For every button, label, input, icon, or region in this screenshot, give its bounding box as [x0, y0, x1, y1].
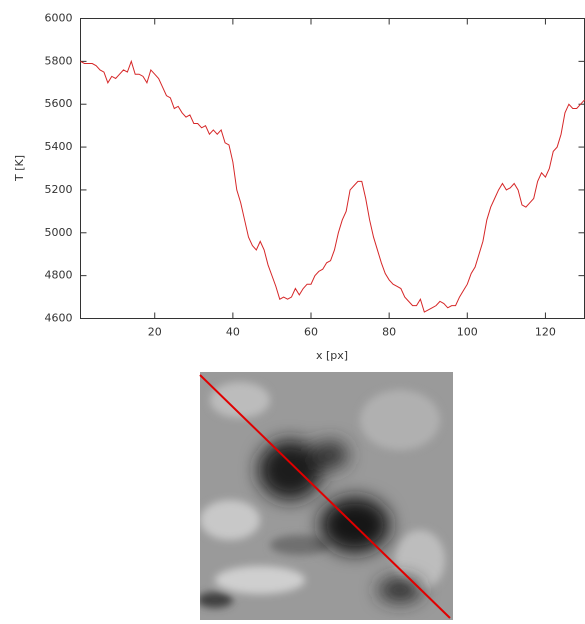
y-tick-label: 6000: [45, 12, 73, 25]
x-tick-label: 100: [457, 326, 478, 339]
y-tick-label: 5600: [45, 97, 73, 110]
sunspot-image: [200, 372, 453, 620]
x-tick-label: 20: [148, 326, 162, 339]
y-tick-label: 5800: [45, 54, 73, 67]
y-tick-label: 5400: [45, 140, 73, 153]
cut-line: [199, 374, 451, 619]
y-tick-label: 4600: [45, 312, 73, 325]
plot-frame: [80, 18, 585, 319]
y-tick-label: 5000: [45, 226, 73, 239]
x-tick-label: 80: [382, 326, 396, 339]
x-tick-label: 40: [226, 326, 240, 339]
y-tick-label: 5200: [45, 183, 73, 196]
x-axis-label: x [px]: [316, 349, 348, 362]
y-axis-label: T [K]: [13, 155, 26, 182]
temperature-line: [80, 59, 585, 313]
x-tick-label: 120: [535, 326, 556, 339]
x-tick-label: 60: [304, 326, 318, 339]
y-tick-label: 4800: [45, 269, 73, 282]
